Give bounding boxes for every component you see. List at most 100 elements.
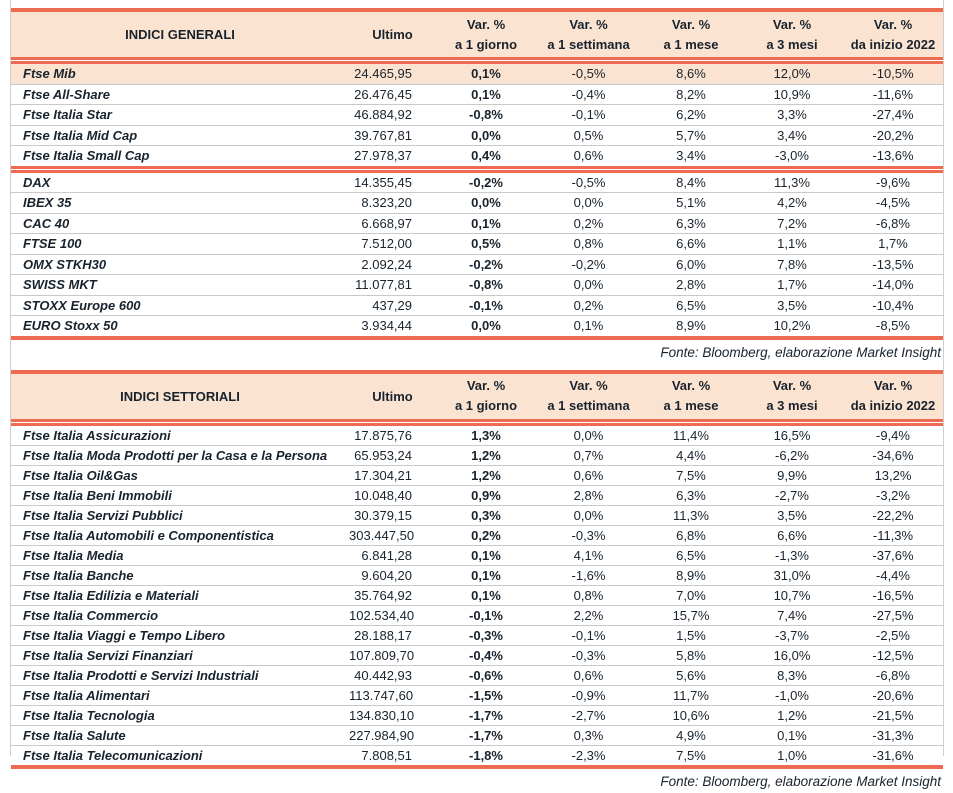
pct-1w: 0,3% — [573, 727, 604, 743]
ultimo-value: 3.934,44 — [361, 318, 412, 334]
pct-1w: 0,7% — [573, 447, 604, 463]
pct-1d: 0,0% — [471, 318, 501, 334]
pct-1d: 0,0% — [471, 195, 501, 211]
pct-1d: 0,9% — [471, 487, 501, 503]
pct-1d: -0,3% — [469, 627, 503, 643]
pct-3m: -1,0% — [775, 687, 809, 703]
column-header-var-1d: Var. % a 1 giorno — [436, 15, 536, 55]
pct-1w: 0,6% — [573, 667, 604, 683]
pct-3m: 0,1% — [777, 727, 807, 743]
pct-3m: 16,5% — [773, 427, 811, 443]
pct-1m: 8,4% — [676, 174, 706, 190]
pct-1d: -0,2% — [469, 256, 503, 272]
index-label: Ftse Italia Commercio — [23, 607, 159, 623]
period-label: a 1 settimana — [547, 36, 630, 52]
pct-ytd: -10,4% — [872, 297, 914, 313]
table-row: IBEX 35 8.323,20 0,0% 0,0% 5,1% 4,2% -4,5% — [11, 193, 943, 214]
table-row: Ftse Italia Salute 227.984,90 -1,7% 0,3% 4,9… — [11, 726, 943, 746]
var-label: Var. % — [873, 16, 913, 32]
table-row: CAC 40 6.668,97 0,1% 0,2% 6,3% 7,2% -6,8% — [11, 214, 943, 234]
pct-1m: 3,4% — [676, 148, 706, 164]
ultimo-value: 24.465,95 — [354, 66, 412, 82]
index-label: Ftse Italia Edilizia e Materiali — [23, 587, 199, 603]
ultimo-value: 6.841,28 — [361, 547, 412, 563]
period-label: a 1 settimana — [547, 398, 630, 413]
table-row: Ftse Italia Tecnologia 134.830,10 -1,7% -2,… — [11, 706, 943, 726]
pct-1m: 11,7% — [673, 687, 709, 703]
pct-ytd: -11,6% — [872, 86, 914, 102]
pct-1d: 0,3% — [471, 507, 501, 523]
ultimo-value: 107.809,70 — [349, 647, 415, 663]
pct-1w: -0,3% — [571, 527, 606, 543]
period-label: a 3 mesi — [766, 36, 818, 52]
pct-1m: 6,0% — [676, 256, 706, 272]
pct-1d: 0,1% — [471, 547, 501, 563]
pct-1w: -0,1% — [571, 107, 606, 123]
index-label: Ftse Italia Prodotti e Servizi Industria… — [23, 667, 259, 683]
table-row: Ftse Italia Assicurazioni 17.875,76 1,3% 0,… — [11, 426, 943, 446]
pct-ytd: -13,5% — [872, 256, 914, 272]
pct-1w: 0,2% — [573, 215, 604, 231]
index-label: Ftse All-Share — [23, 86, 110, 102]
pct-1m: 7,0% — [676, 587, 706, 603]
table-row: Ftse Italia Viaggi e Tempo Libero 28.188,… — [11, 626, 943, 646]
pct-1w: -0,5% — [571, 174, 606, 190]
source-note: Fonte: Bloomberg, elaborazione Market In… — [660, 344, 941, 360]
pct-3m: 6,6% — [777, 527, 807, 543]
index-label: Ftse Italia Automobili e Componentistica — [23, 527, 274, 543]
pct-1m: 11,3% — [673, 507, 709, 523]
index-label: OMX STKH30 — [23, 256, 107, 272]
ultimo-value: 227.984,90 — [349, 727, 415, 743]
pct-3m: 3,4% — [777, 127, 807, 143]
table-row: Ftse Italia Oil&Gas 17.304,21 1,2% 0,6% 7,5%… — [11, 466, 943, 486]
ultimo-value: 10.048,40 — [354, 487, 412, 503]
pct-3m: 3,5% — [777, 507, 807, 523]
var-label: Var. % — [873, 378, 913, 393]
pct-1w: -0,4% — [571, 86, 606, 102]
ultimo-value: 102.534,40 — [349, 607, 415, 623]
pct-ytd: -8,5% — [876, 318, 910, 334]
rows-ftse-italia: Ftse Mib 24.465,95 0,1% -0,5% 8,6% 12,0% -10,5… — [11, 64, 943, 166]
pct-ytd: -31,3% — [872, 727, 914, 743]
pct-1m: 4,4% — [676, 447, 706, 463]
ultimo-value: 14.355,45 — [354, 174, 412, 190]
header-separator-rule — [11, 418, 943, 426]
ultimo-value: 7.808,51 — [361, 747, 412, 763]
column-header-var-ytd: Var. % da inizio 2022 — [843, 15, 943, 55]
pct-1w: -0,3% — [571, 647, 606, 663]
ultimo-value: 17.875,76 — [354, 427, 412, 443]
pct-3m: 1,2% — [777, 707, 807, 723]
index-label: IBEX 35 — [23, 195, 72, 211]
table-row: Ftse Italia Media 6.841,28 0,1% 4,1% 6,5% -1,… — [11, 546, 943, 566]
period-label: a 1 giorno — [454, 36, 518, 52]
group-separator-rule — [11, 165, 943, 173]
ultimo-value: 11.077,81 — [355, 277, 412, 293]
table-row: Ftse Italia Moda Prodotti per la Casa e … — [11, 446, 943, 466]
period-label: da inizio 2022 — [850, 36, 936, 52]
ultimo-value: 303.447,50 — [349, 527, 415, 543]
index-label: FTSE 100 — [23, 236, 82, 252]
pct-ytd: 13,2% — [874, 467, 912, 483]
table-row: Ftse All-Share 26.476,45 0,1% -0,4% 8,2% 10,9… — [11, 85, 943, 105]
pct-1w: -0,5% — [571, 66, 606, 82]
index-label: STOXX Europe 600 — [23, 297, 141, 313]
pct-1w: 0,0% — [573, 507, 604, 523]
ultimo-value: 6.668,97 — [361, 215, 412, 231]
var-label: Var. % — [569, 16, 608, 32]
ultimo-value: 26.476,45 — [354, 86, 412, 102]
pct-ytd: -3,2% — [876, 487, 910, 503]
pct-1w: 0,8% — [573, 587, 604, 603]
pct-ytd: -14,0% — [872, 277, 914, 293]
pct-3m: 7,4% — [777, 607, 807, 623]
pct-ytd: -20,2% — [872, 127, 914, 143]
column-header-var-1d: Var. % a 1 giorno — [436, 376, 536, 416]
column-header-var-1w: Var. % a 1 settimana — [536, 376, 641, 416]
pct-ytd: -4,5% — [876, 195, 910, 211]
pct-1w: 0,2% — [573, 297, 604, 313]
index-label: Ftse Italia Tecnologia — [23, 707, 155, 723]
index-label: Ftse Italia Alimentari — [23, 687, 150, 703]
rows-international: DAX 14.355,45 -0,2% -0,5% 8,4% 11,3% -9,6% IBEX… — [11, 173, 943, 336]
pct-3m: 12,0% — [773, 66, 811, 82]
column-header-var-1w: Var. % a 1 settimana — [536, 15, 641, 55]
pct-1m: 5,7% — [676, 127, 706, 143]
